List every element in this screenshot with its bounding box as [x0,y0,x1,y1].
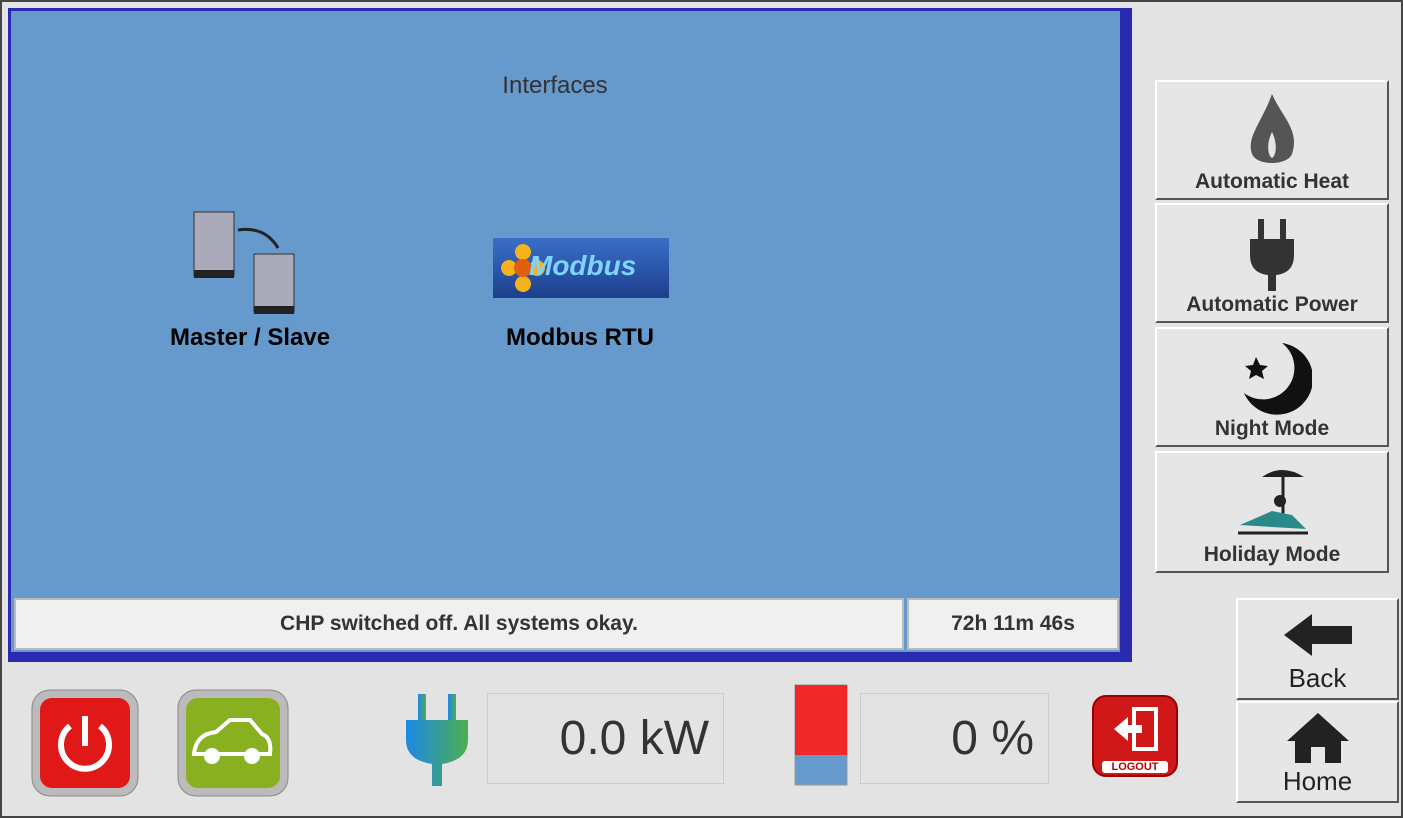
ev-button[interactable] [176,688,290,798]
mode-label: Automatic Heat [1194,170,1350,193]
arrow-icon [1283,614,1352,656]
mode-button[interactable]: Holiday Mode [1155,451,1389,573]
master-slave-icon[interactable] [190,208,310,318]
back-button[interactable]: Back [1236,598,1399,700]
logout-label: LOGOUT [1102,761,1168,773]
modbus-logo[interactable]: Modbus [493,238,669,298]
status-message: CHP switched off. All systems okay. [14,598,904,650]
home-button[interactable]: Home [1236,701,1399,803]
level-indicator [794,684,848,786]
flame-icon [1250,94,1294,163]
plug-icon [1250,219,1294,291]
back-label: Back [1288,663,1347,693]
item-label[interactable]: Modbus RTU [506,324,654,351]
mode-button[interactable]: Night Mode [1155,327,1389,447]
moon-icon [1244,343,1314,415]
logo-text: Modbus [529,250,637,281]
power-readout: 0.0 kW [487,693,724,784]
item-label[interactable]: Master / Slave [169,324,331,351]
door-icon [1114,707,1158,751]
home-label: Home [1282,766,1353,796]
house-icon [1286,713,1349,763]
mode-button[interactable]: Automatic Power [1155,203,1389,323]
power-plug-icon [406,694,468,786]
power-button[interactable] [30,688,140,798]
logout-button[interactable]: LOGOUT [1092,695,1178,777]
panel-title: Interfaces [502,72,608,99]
mode-button[interactable]: Automatic Heat [1155,80,1389,200]
holiday-icon [1238,470,1308,535]
runtime: 72h 11m 46s [907,598,1119,650]
mode-label: Night Mode [1214,417,1330,440]
mode-label: Holiday Mode [1203,543,1341,566]
level-readout: 0 % [860,693,1049,784]
logo-flower [501,244,545,292]
mode-label: Automatic Power [1186,293,1358,316]
interfaces-panel [8,8,1132,662]
